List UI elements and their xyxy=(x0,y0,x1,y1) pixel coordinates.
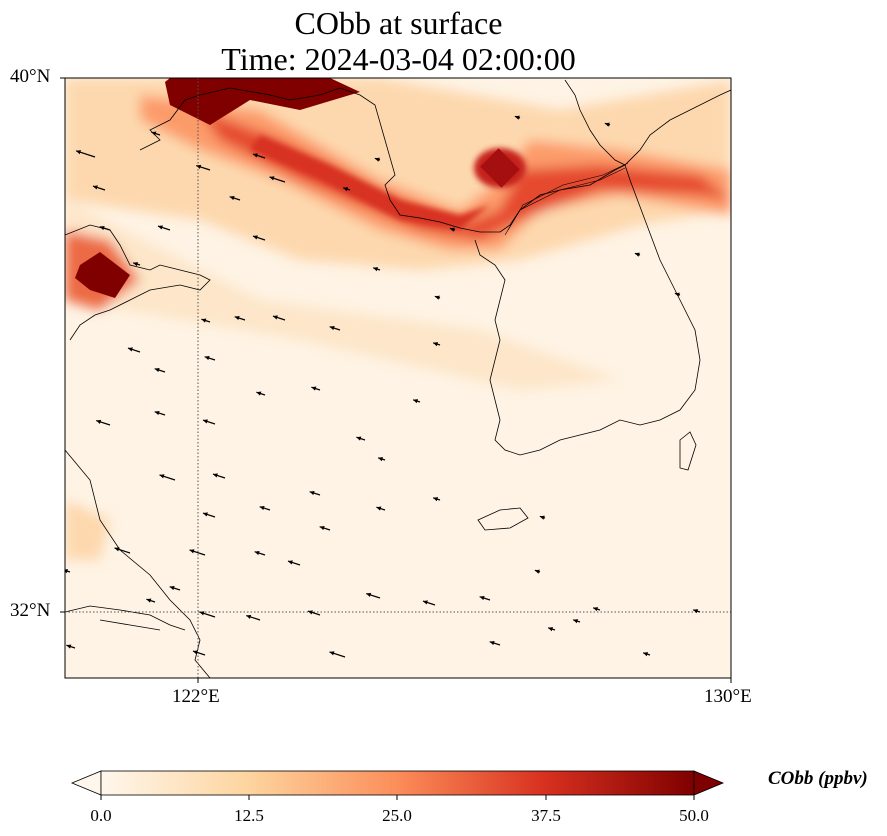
wind-vectors xyxy=(65,115,701,658)
colorbar-tick-1: 12.5 xyxy=(234,806,264,825)
colorbar-tick-2: 25.0 xyxy=(382,806,412,825)
colorbar-tick-0: 0.0 xyxy=(90,806,112,825)
lon-label-122e: 122°E xyxy=(172,686,220,707)
colorbar-label: CObb (ppbv) xyxy=(768,768,868,789)
concentration-field xyxy=(65,78,731,678)
coastlines xyxy=(65,79,731,678)
map-time: Time: 2024-03-04 02:00:00 xyxy=(221,41,576,77)
colorbar-tick-3: 37.5 xyxy=(531,806,561,825)
lat-label-40n: 40°N xyxy=(10,66,51,87)
map-title: CObb at surface xyxy=(294,5,503,41)
lon-label-130e: 130°E xyxy=(704,686,752,707)
colorbar xyxy=(70,770,725,800)
lat-label-32n: 32°N xyxy=(10,600,51,621)
colorbar-tick-4: 50.0 xyxy=(679,806,709,825)
map-frame xyxy=(64,77,732,679)
